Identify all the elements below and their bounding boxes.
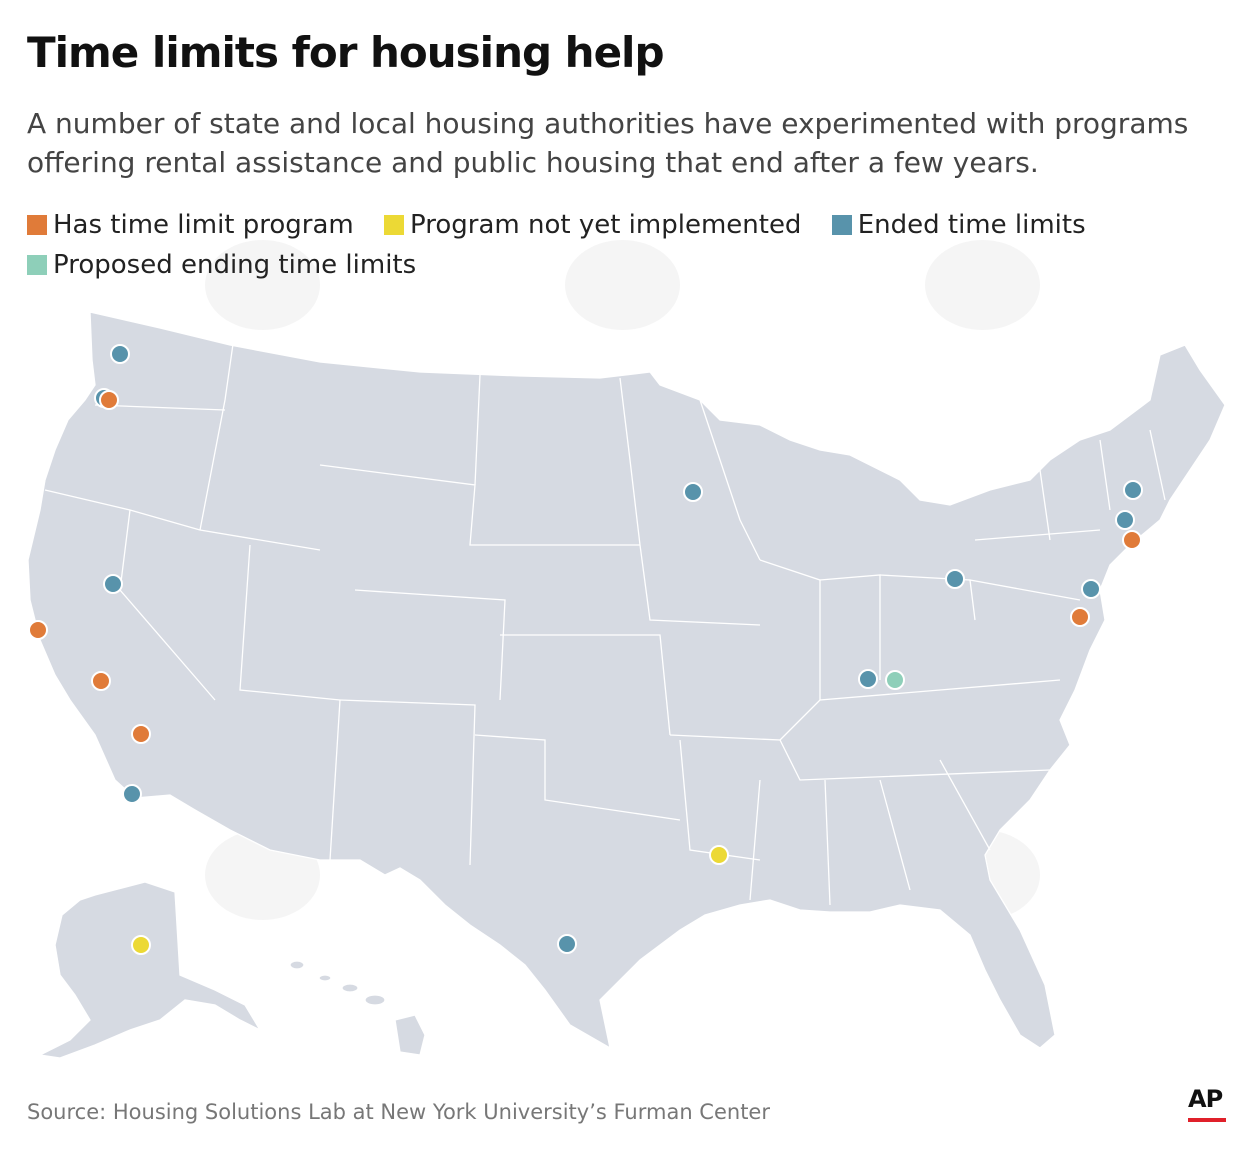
marker-ended xyxy=(1115,510,1135,530)
marker-has-time-limit xyxy=(1122,530,1142,550)
location-markers xyxy=(28,344,1143,955)
legend-label: Has time limit program xyxy=(53,210,354,240)
marker-not-implemented xyxy=(709,845,729,865)
marker-ended xyxy=(103,574,123,594)
marker-ended xyxy=(110,344,130,364)
legend-swatch xyxy=(27,255,47,275)
hawaii-island xyxy=(289,960,305,970)
marker-ended xyxy=(858,669,878,689)
marker-ended xyxy=(945,569,965,589)
hawaii-island xyxy=(341,983,359,993)
marker-has-time-limit xyxy=(131,724,151,744)
marker-ended xyxy=(122,784,142,804)
watermark xyxy=(925,240,1040,330)
legend-label: Proposed ending time limits xyxy=(53,250,417,280)
legend-item-has-time-limit: Has time limit program xyxy=(27,205,354,245)
hawaii-island xyxy=(394,1014,426,1056)
marker-has-time-limit xyxy=(1070,607,1090,627)
legend-swatch xyxy=(384,215,405,235)
legend-label: Ended time limits xyxy=(857,210,1086,240)
hawaii-island xyxy=(364,994,386,1006)
us-map xyxy=(27,311,1226,1059)
marker-has-time-limit xyxy=(91,671,111,691)
marker-not-implemented xyxy=(131,935,151,955)
marker-ended xyxy=(1123,480,1143,500)
marker-ended xyxy=(557,934,577,954)
marker-proposed-ending xyxy=(885,670,905,690)
watermark xyxy=(565,240,680,330)
marker-has-time-limit xyxy=(99,390,119,410)
source-note: Source: Housing Solutions Lab at New Yor… xyxy=(27,1100,770,1124)
hawaii-island xyxy=(318,974,332,982)
marker-has-time-limit xyxy=(28,620,48,640)
subtitle: A number of state and local housing auth… xyxy=(27,107,1189,179)
legend-item-proposed-ending: Proposed ending time limits xyxy=(27,245,416,285)
legend-item-ended: Ended time limits xyxy=(831,205,1086,245)
contiguous-us-shape xyxy=(27,311,1226,1050)
legend-item-not-implemented: Program not yet implemented xyxy=(384,205,801,245)
marker-ended xyxy=(683,482,703,502)
watermark xyxy=(205,240,320,330)
marker-ended xyxy=(1081,579,1101,599)
ap-logo: AP xyxy=(1188,1085,1223,1113)
alaska-shape xyxy=(37,881,262,1059)
legend-swatch xyxy=(831,215,852,235)
us-land xyxy=(27,311,1226,1059)
legend-label: Program not yet implemented xyxy=(410,210,802,240)
page-title: Time limits for housing help xyxy=(27,28,665,77)
legend: Has time limit program Program not yet i… xyxy=(27,205,1227,285)
ap-logo-underline xyxy=(1188,1118,1226,1122)
legend-swatch xyxy=(27,215,47,235)
